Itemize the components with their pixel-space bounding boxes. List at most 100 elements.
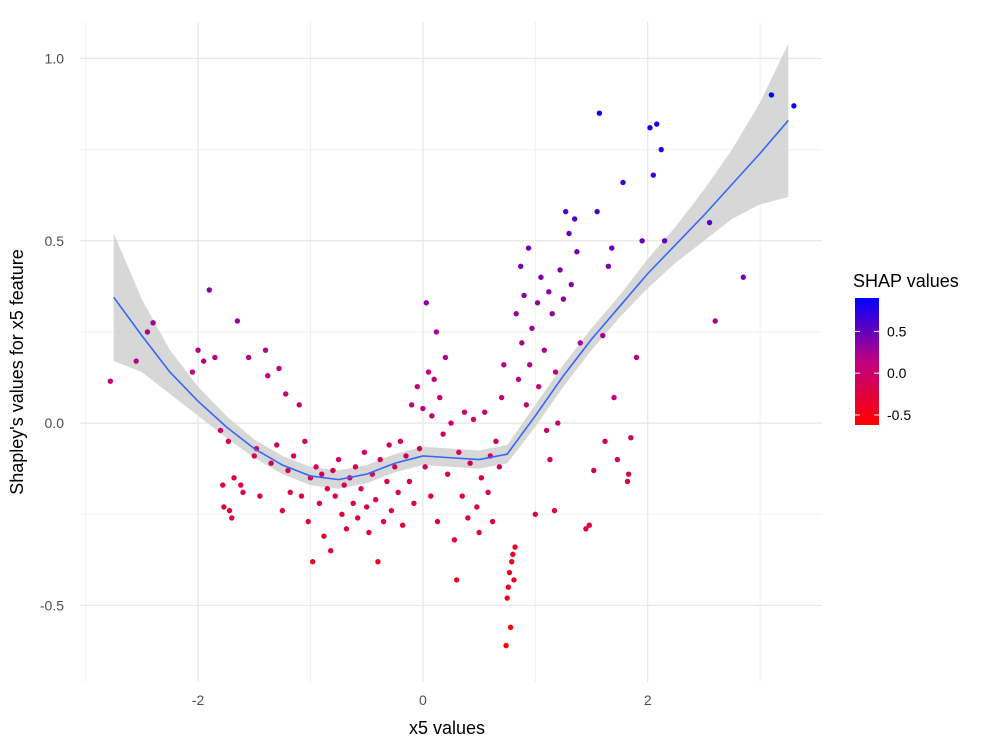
scatter-point: [144, 329, 151, 335]
scatter-point: [541, 347, 548, 353]
y-tick-labels: -0.5 0.0 0.5 1.0: [40, 50, 64, 613]
scatter-point: [535, 383, 542, 390]
scatter-point: [195, 347, 201, 353]
scatter-point: [459, 493, 465, 499]
scatter-point: [493, 438, 499, 445]
scatter-point: [354, 515, 361, 521]
scatter-point: [220, 482, 226, 488]
scatter-point: [525, 245, 532, 251]
scatter-point: [523, 402, 530, 408]
scatter-point: [416, 445, 423, 452]
scatter-point: [305, 518, 311, 525]
scatter-point: [343, 526, 350, 532]
scatter-point: [571, 216, 578, 222]
scatter-point: [399, 522, 406, 528]
scatter-point: [231, 475, 237, 481]
scatter-point: [397, 438, 404, 445]
scatter-point: [251, 453, 257, 459]
scatter-point: [768, 92, 775, 98]
scatter-point: [568, 281, 574, 288]
scatter-point: [324, 486, 331, 492]
scatter-point: [283, 391, 289, 397]
scatter-point: [212, 354, 218, 361]
scatter-point: [504, 595, 510, 601]
scatter-point: [363, 504, 370, 510]
scatter-point: [521, 292, 527, 299]
scatter-point: [505, 584, 512, 590]
scatter-point: [547, 456, 553, 463]
scatter-point: [574, 249, 580, 255]
x-tick-label: -2: [192, 692, 205, 708]
scatter-point: [791, 103, 797, 109]
scatter-point: [511, 577, 517, 583]
scatter-point: [706, 219, 713, 226]
scatter-point: [341, 482, 347, 488]
scatter-point: [577, 340, 583, 346]
scatter-point: [238, 482, 244, 488]
scatter-point: [620, 179, 626, 186]
scatter-point: [240, 489, 246, 496]
scatter-point: [661, 238, 668, 244]
legend-tick-label: 0.5: [887, 323, 907, 339]
scatter-point: [658, 146, 664, 153]
scatter-point: [350, 500, 356, 507]
y-axis-title: Shapley's values for x5 feature: [7, 249, 27, 495]
scatter-point: [433, 329, 440, 335]
scatter-point: [392, 464, 398, 470]
gridlines: [80, 22, 822, 682]
scatter-point: [431, 376, 437, 383]
scatter-point: [310, 558, 316, 565]
scatter-point: [654, 121, 660, 127]
scatter-point: [633, 354, 640, 361]
scatter-point: [444, 471, 451, 477]
scatter-point: [133, 358, 139, 364]
scatter-point: [229, 515, 235, 521]
scatter-point: [372, 496, 379, 503]
scatter-point: [245, 354, 252, 361]
scatter-point: [226, 507, 233, 514]
scatter-point: [107, 378, 114, 384]
scatter-point: [546, 289, 552, 295]
scatter-point: [377, 456, 383, 463]
scatter-point: [624, 478, 631, 485]
scatter-point: [538, 274, 544, 280]
scatter-point: [335, 456, 342, 463]
scatter-point: [388, 507, 395, 514]
scatter-point: [549, 311, 555, 317]
y-tick-label: 0.5: [45, 233, 65, 249]
scatter-point: [712, 318, 718, 324]
scatter-point: [519, 340, 525, 346]
scatter-point: [485, 489, 491, 496]
scatter-point: [298, 493, 305, 499]
scatter-point: [366, 529, 372, 536]
scatter-point: [503, 642, 509, 649]
scatter-point: [268, 460, 274, 466]
scatter-point: [515, 376, 522, 383]
scatter-point: [602, 438, 608, 445]
scatter-point: [375, 558, 381, 565]
scatter-point: [316, 500, 323, 507]
smooth-line: [113, 119, 789, 481]
scatter-point: [150, 320, 156, 326]
scatter-point: [513, 311, 519, 317]
y-tick-label: 0.0: [45, 415, 65, 431]
scatter-point: [512, 544, 518, 550]
scatter-point: [456, 449, 462, 455]
scatter-point: [639, 238, 645, 244]
scatter-point: [555, 420, 561, 426]
scatter-point: [406, 478, 413, 485]
scatter-point: [290, 453, 297, 459]
y-tick-label: 1.0: [45, 50, 65, 66]
scatter-point: [414, 383, 420, 390]
scatter-point: [189, 369, 196, 375]
scatter-point: [429, 413, 435, 419]
scatter-point: [423, 300, 429, 306]
scatter-point: [395, 489, 401, 496]
scatter-point: [551, 507, 558, 514]
scatter-point: [313, 464, 319, 470]
scatter-point: [221, 504, 227, 510]
scatter-point: [507, 624, 514, 631]
confidence-band: [113, 43, 789, 489]
scatter-point: [583, 526, 589, 532]
scatter-point: [386, 442, 392, 448]
